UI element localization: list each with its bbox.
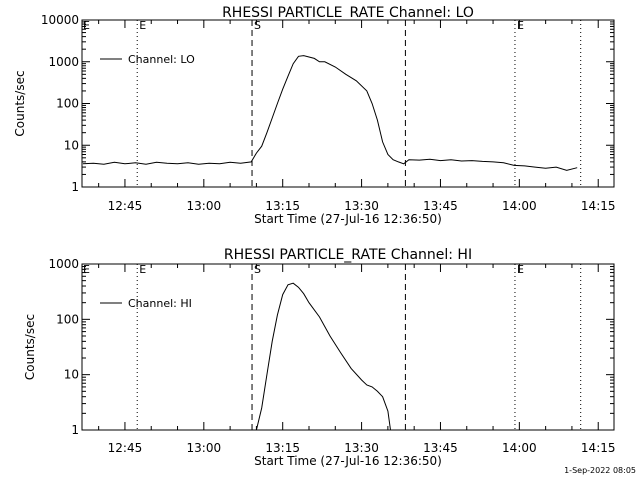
legend-label: Channel: HI <box>128 297 192 310</box>
marker-label: S <box>254 19 261 32</box>
y-axis-label: Counts/sec <box>23 314 37 380</box>
x-axis-label: Start Time (27-Jul-16 12:36:50) <box>254 212 442 226</box>
x-tick-label: 12:45 <box>108 441 143 455</box>
y-tick-label: 100 <box>56 312 79 326</box>
x-tick-label: 12:45 <box>108 199 143 213</box>
plot-frame <box>81 19 615 188</box>
x-tick-label: 13:15 <box>265 441 300 455</box>
footer-date: 1-Sep-2022 08:05 <box>564 466 636 475</box>
x-tick-label: 14:00 <box>502 441 537 455</box>
marker-label: E <box>83 263 90 276</box>
x-tick-label: 13:00 <box>187 441 222 455</box>
x-tick-label: 13:45 <box>423 441 458 455</box>
x-tick-label: 14:15 <box>581 441 616 455</box>
chart-title: RHESSI PARTICLE_RATE Channel: LO <box>222 5 474 21</box>
marker-label: E <box>139 19 146 32</box>
y-tick-label: 1 <box>71 423 79 437</box>
marker-label: E <box>517 19 524 32</box>
marker-label: E <box>517 263 524 276</box>
y-tick-label: 100 <box>56 97 79 111</box>
series-line <box>255 282 391 431</box>
x-tick-label: 13:45 <box>423 199 458 213</box>
y-tick-label: 1 <box>71 180 79 194</box>
y-tick-label: 10000 <box>41 13 79 27</box>
legend-label: Channel: LO <box>128 53 195 66</box>
y-tick-label: 1000 <box>48 55 79 69</box>
marker-label: S <box>254 263 261 276</box>
x-axis-label: Start Time (27-Jul-16 12:36:50) <box>254 454 442 468</box>
x-tick-label: 14:00 <box>502 199 537 213</box>
chart-title: RHESSI PARTICLE_RATE Channel: HI <box>224 247 472 263</box>
marker-label: E <box>139 263 146 276</box>
y-tick-label: 10 <box>64 138 79 152</box>
x-tick-label: 13:15 <box>265 199 300 213</box>
marker-label: E <box>83 19 90 32</box>
y-tick-label: 10 <box>64 368 79 382</box>
x-tick-label: 13:30 <box>344 441 379 455</box>
x-tick-label: 13:00 <box>187 199 222 213</box>
x-tick-label: 13:30 <box>344 199 379 213</box>
y-tick-label: 1000 <box>48 257 79 271</box>
x-tick-label: 14:15 <box>581 199 616 213</box>
series-line <box>82 55 578 171</box>
y-axis-label: Counts/sec <box>13 70 27 136</box>
plot-frame <box>81 263 615 431</box>
